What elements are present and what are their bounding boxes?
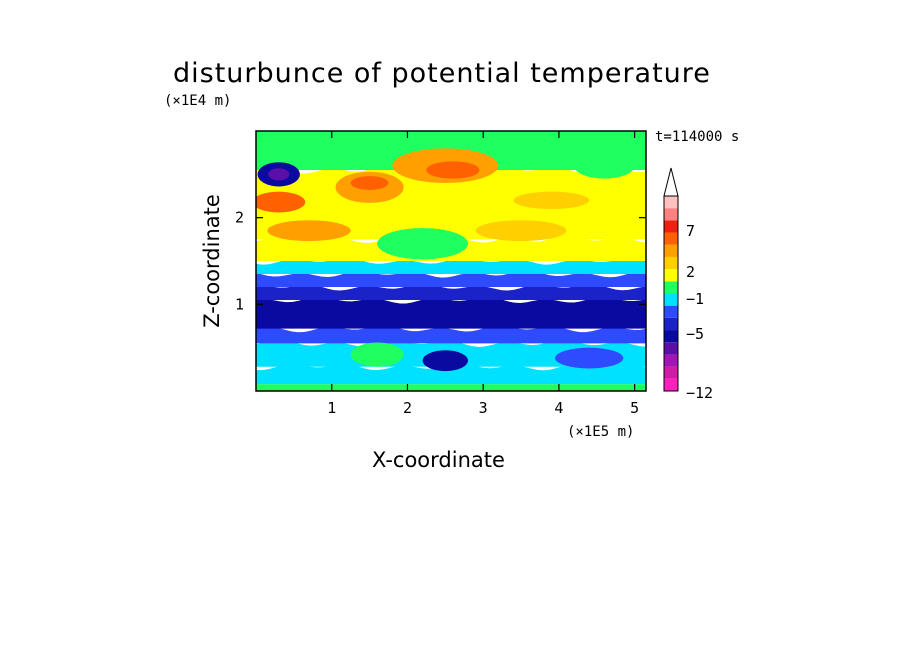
colorbar-swatch [664,293,678,306]
contour-blob [267,220,351,242]
colorbar-tick-label: 2 [686,263,695,281]
contour-blob [350,176,389,190]
contour-band [256,257,646,274]
contour-blob [498,135,575,153]
colorbar-tick-label: 7 [686,222,695,240]
colorbar-tick-label: −1 [686,290,704,308]
contour-blob [513,191,590,209]
colorbar-tick-label: −12 [686,384,713,402]
x-tick-label: 3 [479,399,488,417]
colorbar-swatch [664,354,678,367]
colorbar-swatch [664,366,678,379]
contour-blob [555,347,624,369]
axes: 1 2 3 4 5 1 2 [235,131,646,417]
colorbar-swatch [664,244,678,257]
colorbar-swatch [664,281,678,294]
colorbar: 7 2 −1 −5 −12 [663,167,713,402]
colorbar-extend-arrow [663,167,679,197]
y-unit-label: (×1E4 m) [164,93,232,109]
x-tick-label: 1 [327,399,336,417]
colorbar-swatch [664,196,678,209]
colorbar-swatch [664,317,678,331]
contour-band [256,283,646,300]
colorbar-swatch [664,305,678,318]
chart-title: disturbunce of potential temperature [173,58,711,89]
contour-band [256,270,646,287]
contour-band [256,384,646,391]
contour-blob [297,135,351,153]
contour-blob [574,152,635,179]
contour-blob [426,161,480,179]
y-tick-label: 1 [235,295,244,313]
colorbar-frame [663,195,679,392]
colorbar-swatch [664,342,678,355]
colorbar-swatch [664,378,678,391]
colorbar-tick-label: −5 [686,325,704,343]
x-tick-label: 4 [554,399,563,417]
x-unit-label: (×1E5 m) [567,424,635,440]
contour-blob [256,191,306,213]
contour-blob [475,220,567,242]
contour-band [256,296,646,329]
time-label: t=114000 s [655,129,740,145]
x-axis-label: X-coordinate [372,448,505,472]
contour-band [256,325,646,344]
contour-blob [377,228,469,260]
x-tick-label: 5 [630,399,639,417]
y-tick-label: 2 [235,209,244,227]
contour-blob [350,342,404,367]
colorbar-swatch [664,269,678,282]
contour-field [256,131,646,391]
colorbar-swatch [664,256,678,270]
colorbar-swatch [664,232,678,245]
contour-blob [422,350,469,372]
contour-blob [268,168,290,181]
contour-band [256,363,646,385]
colorbar-swatch [664,220,678,233]
colorbar-swatch [664,208,678,221]
plot-frame [255,130,647,392]
colorbar-swatch [664,330,678,343]
x-tick-label: 2 [403,399,412,417]
